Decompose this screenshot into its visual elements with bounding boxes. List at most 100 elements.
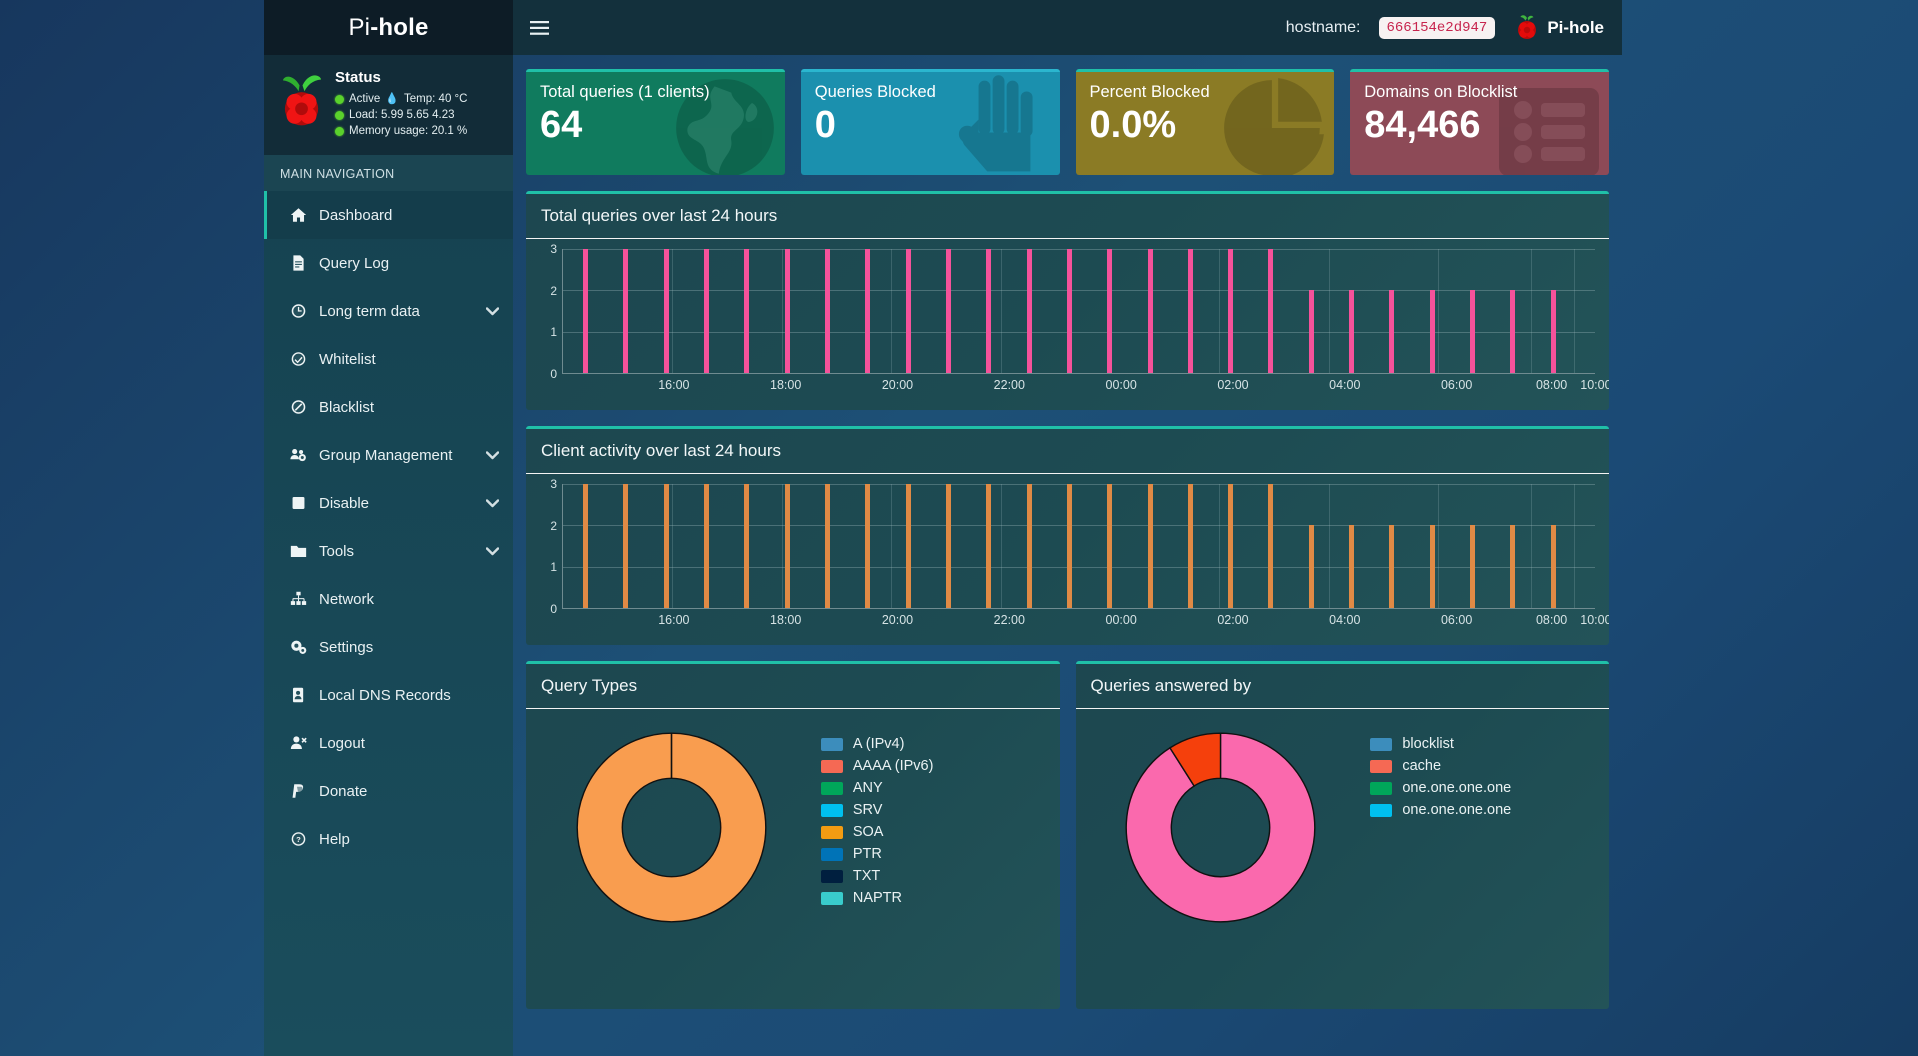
- bar[interactable]: [865, 249, 871, 373]
- bar[interactable]: [784, 249, 790, 373]
- x-tick-label: 16:00: [658, 378, 690, 392]
- legend-item[interactable]: one.one.one.one: [1370, 777, 1595, 799]
- total-queries-chart[interactable]: 0 1 2 3: [540, 242, 1595, 381]
- bar[interactable]: [623, 249, 629, 373]
- legend-item[interactable]: NAPTR: [820, 887, 1046, 909]
- chevron-down-icon[interactable]: [485, 303, 500, 320]
- bar[interactable]: [1147, 249, 1153, 373]
- bar[interactable]: [945, 249, 951, 373]
- bar[interactable]: [663, 484, 669, 608]
- bar[interactable]: [1470, 290, 1476, 373]
- sidebar-item-tools[interactable]: Tools: [264, 527, 513, 575]
- bar[interactable]: [1026, 484, 1032, 608]
- legend-item[interactable]: one.one.one.one: [1370, 799, 1595, 821]
- sidebar-item-settings[interactable]: Settings: [264, 623, 513, 671]
- bar[interactable]: [825, 249, 831, 373]
- bar[interactable]: [986, 249, 992, 373]
- bar[interactable]: [784, 484, 790, 608]
- x-tick-label: 22:00: [993, 613, 1025, 627]
- bar[interactable]: [583, 484, 589, 608]
- bar[interactable]: [905, 249, 911, 373]
- user-menu[interactable]: Pi-hole: [1507, 14, 1604, 42]
- bar[interactable]: [1268, 484, 1274, 608]
- chevron-down-icon[interactable]: [485, 447, 500, 464]
- sidebar-item-donate[interactable]: Donate: [264, 767, 513, 815]
- bar[interactable]: [905, 484, 911, 608]
- bar[interactable]: [1389, 290, 1395, 373]
- bar[interactable]: [1268, 249, 1274, 373]
- sidebar-item-blacklist[interactable]: Blacklist: [264, 383, 513, 431]
- sidebar-item-dashboard[interactable]: Dashboard: [264, 191, 513, 239]
- bar[interactable]: [1550, 525, 1556, 608]
- query-types-donut[interactable]: [540, 725, 803, 993]
- legend-item[interactable]: ANY: [820, 777, 1046, 799]
- bar[interactable]: [1228, 249, 1234, 373]
- chevron-down-icon[interactable]: [485, 543, 500, 560]
- bar[interactable]: [986, 484, 992, 608]
- bar[interactable]: [1550, 290, 1556, 373]
- bar[interactable]: [704, 484, 710, 608]
- bar[interactable]: [663, 249, 669, 373]
- bar[interactable]: [1308, 525, 1314, 608]
- bar[interactable]: [744, 484, 750, 608]
- bar[interactable]: [1107, 249, 1113, 373]
- stat-box-queries-blocked[interactable]: Queries Blocked 0: [800, 69, 1060, 175]
- legend-item[interactable]: cache: [1370, 755, 1595, 777]
- bar[interactable]: [865, 484, 871, 608]
- legend-item[interactable]: AAAA (IPv6): [820, 755, 1046, 777]
- answered-by-donut[interactable]: [1090, 725, 1353, 993]
- sidebar-item-network[interactable]: Network: [264, 575, 513, 623]
- y-tick-label: 2: [550, 283, 557, 298]
- status-active-label: Active: [349, 93, 381, 105]
- bar[interactable]: [1510, 525, 1516, 608]
- bar[interactable]: [1429, 525, 1435, 608]
- sidebar-item-help[interactable]: ? Help: [264, 815, 513, 863]
- sidebar-item-long-term-data[interactable]: Long term data: [264, 287, 513, 335]
- bar[interactable]: [1187, 484, 1193, 608]
- legend-item[interactable]: SOA: [820, 821, 1046, 843]
- chevron-down-icon[interactable]: [485, 495, 500, 512]
- bar[interactable]: [1066, 249, 1072, 373]
- panel-client-activity-title: Client activity over last 24 hours: [526, 429, 1609, 474]
- bar[interactable]: [1349, 290, 1355, 373]
- bar[interactable]: [744, 249, 750, 373]
- legend-item[interactable]: A (IPv4): [820, 733, 1046, 755]
- bar[interactable]: [1510, 290, 1516, 373]
- bar[interactable]: [623, 484, 629, 608]
- bar[interactable]: [1107, 484, 1113, 608]
- stat-box-total-queries-1-clients-[interactable]: Total queries (1 clients) 64: [526, 69, 785, 175]
- bar[interactable]: [945, 484, 951, 608]
- bar[interactable]: [1349, 525, 1355, 608]
- bar[interactable]: [1429, 290, 1435, 373]
- sidebar-item-whitelist[interactable]: Whitelist: [264, 335, 513, 383]
- total-queries-plot: [562, 249, 1595, 374]
- legend-item[interactable]: PTR: [820, 843, 1046, 865]
- bar[interactable]: [1026, 249, 1032, 373]
- bar[interactable]: [583, 249, 589, 373]
- bar[interactable]: [1187, 249, 1193, 373]
- legend-item[interactable]: SRV: [820, 799, 1046, 821]
- bar[interactable]: [1389, 525, 1395, 608]
- bar[interactable]: [704, 249, 710, 373]
- gridline: [563, 290, 1595, 292]
- brand-logo[interactable]: Pi -hole: [264, 0, 513, 55]
- bar[interactable]: [1147, 484, 1153, 608]
- sidebar-item-label: Network: [319, 590, 375, 608]
- stat-box-percent-blocked[interactable]: Percent Blocked 0.0%: [1075, 69, 1335, 175]
- hamburger-icon[interactable]: [513, 0, 565, 55]
- bar[interactable]: [1470, 525, 1476, 608]
- sidebar-item-local-dns-records[interactable]: Local DNS Records: [264, 671, 513, 719]
- x-tick-label: 18:00: [770, 613, 802, 627]
- bar[interactable]: [1228, 484, 1234, 608]
- bar[interactable]: [1066, 484, 1072, 608]
- client-activity-chart[interactable]: 0 1 2 3: [540, 477, 1595, 616]
- sidebar-item-query-log[interactable]: Query Log: [264, 239, 513, 287]
- bar[interactable]: [1308, 290, 1314, 373]
- sidebar-item-group-management[interactable]: Group Management: [264, 431, 513, 479]
- bar[interactable]: [825, 484, 831, 608]
- legend-item[interactable]: TXT: [820, 865, 1046, 887]
- stat-box-domains-on-blocklist[interactable]: Domains on Blocklist 84,466: [1350, 69, 1609, 175]
- sidebar-item-logout[interactable]: Logout: [264, 719, 513, 767]
- sidebar-item-disable[interactable]: Disable: [264, 479, 513, 527]
- legend-item[interactable]: blocklist: [1370, 733, 1595, 755]
